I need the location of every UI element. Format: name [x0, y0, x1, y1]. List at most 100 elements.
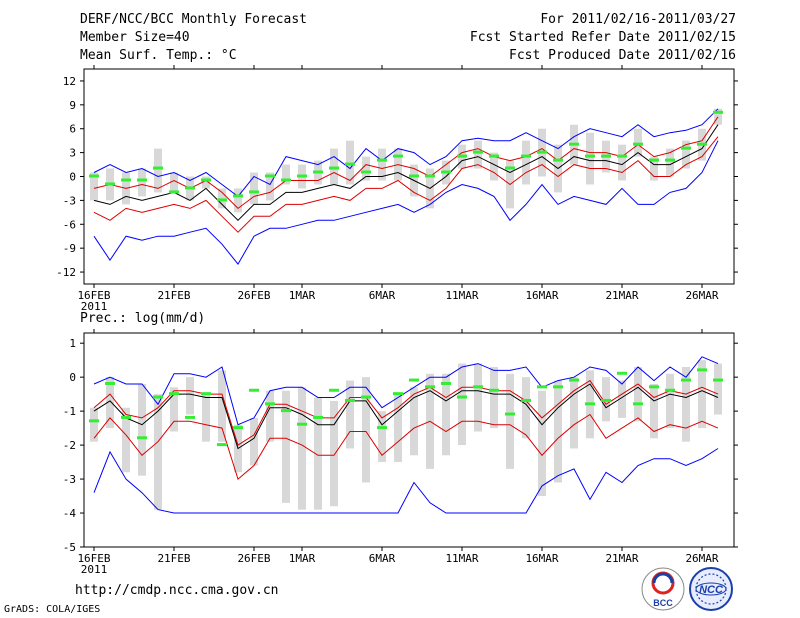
precipitation-ytick-label: -5	[63, 541, 76, 554]
temperature-median-mark	[697, 142, 707, 146]
precipitation-median-mark	[169, 392, 179, 396]
temperature-median-mark	[537, 150, 547, 154]
precipitation-box	[570, 377, 578, 449]
precipitation-median-mark	[377, 426, 387, 430]
precipitation-box	[442, 373, 450, 456]
temperature-box	[682, 140, 690, 169]
temperature-median-mark	[249, 190, 259, 194]
precipitation-xtick-label: 6MAR	[369, 552, 396, 565]
temperature-median-mark	[169, 190, 179, 194]
precipitation-median-mark	[217, 443, 227, 447]
precipitation-box	[458, 363, 466, 446]
precipitation-median-mark	[233, 426, 243, 430]
precipitation-median-mark	[553, 385, 563, 389]
precipitation-box	[618, 380, 626, 418]
precipitation-box	[378, 411, 386, 463]
temperature-median-mark	[601, 154, 611, 158]
temperature-median-mark	[201, 178, 211, 182]
precipitation-ytick-label: -1	[63, 405, 76, 418]
temperature-median-mark	[569, 142, 579, 146]
precipitation-xtick-label: 26MAR	[685, 552, 718, 565]
precipitation-median-mark	[313, 415, 323, 419]
precipitation-spread-upper-line	[93, 379, 719, 446]
precipitation-box	[186, 377, 194, 415]
temperature-median-mark	[377, 158, 387, 162]
temperature-median-mark	[313, 170, 323, 174]
temperature-xtick-label: 11MAR	[445, 289, 478, 302]
temperature-median-mark	[217, 198, 227, 202]
forecast-period-label: For 2011/02/16-2011/03/27	[540, 12, 736, 27]
precipitation-xtick-label: 26FEB	[237, 552, 270, 565]
temperature-spread-upper-line	[93, 116, 719, 210]
temperature-xtick-label: 21MAR	[605, 289, 638, 302]
temperature-box	[90, 172, 98, 201]
temperature-ensemble-mean-line	[93, 124, 719, 222]
precipitation-median-mark	[153, 395, 163, 399]
temperature-box	[522, 140, 530, 185]
precipitation-median-mark	[569, 378, 579, 382]
precipitation-median-mark	[489, 388, 499, 392]
precipitation-median-mark	[457, 395, 467, 399]
temperature-box	[490, 152, 498, 181]
temperature-xtick-label: 6MAR	[369, 289, 396, 302]
temperature-ytick-label: -9	[63, 242, 76, 255]
precipitation-xtick-year: 2011	[81, 563, 108, 576]
precipitation-median-mark	[185, 415, 195, 419]
precipitation-median-mark	[249, 388, 259, 392]
precipitation-median-mark	[681, 378, 691, 382]
precipitation-median-mark	[297, 422, 307, 426]
temperature-median-mark	[505, 166, 515, 170]
precipitation-box	[522, 377, 530, 439]
temperature-median-mark	[329, 166, 339, 170]
precipitation-ensemble-min-line	[93, 448, 719, 514]
precipitation-median-mark	[617, 371, 627, 375]
ncc-logo-text: NCC	[699, 584, 724, 596]
temperature-xtick-year: 2011	[81, 300, 108, 313]
precipitation-median-mark	[697, 368, 707, 372]
precipitation-box	[154, 394, 162, 510]
temperature-median-mark	[409, 174, 419, 178]
temperature-median-mark	[105, 182, 115, 186]
ncc-logo: NCC	[689, 567, 733, 611]
temperature-median-mark	[665, 158, 675, 162]
bcc-logo-text: BCC	[653, 598, 673, 608]
temperature-median-mark	[185, 186, 195, 190]
temperature-ytick-label: 9	[69, 99, 76, 112]
precipitation-box	[474, 363, 482, 432]
precipitation-median-mark	[521, 398, 531, 402]
precipitation-median-mark	[601, 398, 611, 402]
chart-title: DERF/NCC/BCC Monthly Forecast	[80, 12, 307, 27]
temperature-xtick-label: 1MAR	[289, 289, 316, 302]
temperature-ytick-label: 6	[69, 123, 76, 136]
precipitation-median-mark	[361, 395, 371, 399]
temperature-box	[474, 140, 482, 169]
precipitation-median-mark	[473, 385, 483, 389]
temperature-box	[138, 168, 146, 197]
temperature-median-mark	[425, 174, 435, 178]
precipitation-box	[362, 377, 370, 483]
refer-date-label: Fcst Started Refer Date 2011/02/15	[469, 30, 736, 45]
temperature-box	[586, 132, 594, 185]
precipitation-box	[698, 360, 706, 429]
source-url[interactable]: http://cmdp.ncc.cma.gov.cn	[75, 583, 279, 598]
temperature-median-mark	[137, 178, 147, 182]
temperature-xtick-label: 26MAR	[685, 289, 718, 302]
temperature-box	[714, 108, 722, 125]
temperature-ytick-label: -12	[56, 266, 76, 279]
precipitation-median-mark	[649, 385, 659, 389]
temperature-median-mark	[633, 142, 643, 146]
precipitation-median-mark	[665, 388, 675, 392]
temperature-median-mark	[393, 154, 403, 158]
precipitation-median-mark	[137, 436, 147, 440]
precipitation-box	[394, 394, 402, 463]
precipitation-box	[282, 390, 290, 503]
precipitation-box	[666, 373, 674, 429]
temperature-box	[250, 172, 258, 205]
precipitation-median-mark	[393, 392, 403, 396]
bcc-logo: BCC	[641, 567, 685, 611]
precipitation-median-mark	[585, 402, 595, 406]
temperature-median-mark	[265, 174, 275, 178]
precipitation-box	[714, 363, 722, 415]
temperature-median-mark	[585, 154, 595, 158]
